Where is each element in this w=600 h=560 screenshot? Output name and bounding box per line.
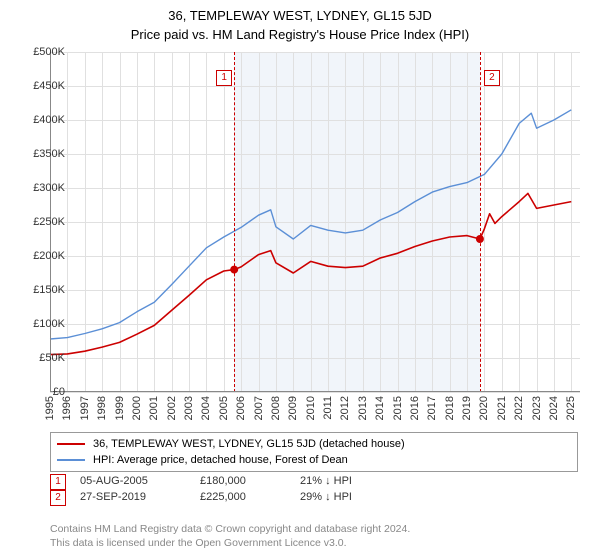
event-price: £180,000 bbox=[200, 475, 300, 487]
x-tick-label: 2016 bbox=[409, 396, 421, 420]
x-tick-label: 2002 bbox=[166, 396, 178, 420]
marker-line-1 bbox=[234, 52, 235, 392]
x-tick-label: 1997 bbox=[79, 396, 91, 420]
y-tick-label: £0 bbox=[20, 386, 65, 398]
x-tick-label: 2025 bbox=[565, 396, 577, 420]
marker-line-2 bbox=[480, 52, 481, 392]
event-date: 27-SEP-2019 bbox=[80, 491, 200, 503]
y-tick-label: £300K bbox=[20, 182, 65, 194]
y-tick-label: £150K bbox=[20, 284, 65, 296]
x-tick-label: 2000 bbox=[131, 396, 143, 420]
event-row: 2 27-SEP-2019£225,00029% ↓ HPI bbox=[50, 490, 352, 506]
x-tick-label: 2022 bbox=[513, 396, 525, 420]
event-price: £225,000 bbox=[200, 491, 300, 503]
x-tick-label: 1996 bbox=[61, 396, 73, 420]
x-tick-label: 2018 bbox=[444, 396, 456, 420]
footer-line2: This data is licensed under the Open Gov… bbox=[50, 536, 410, 550]
legend-item: 36, TEMPLEWAY WEST, LYDNEY, GL15 5JD (de… bbox=[57, 436, 571, 452]
y-tick-label: £400K bbox=[20, 114, 65, 126]
event-date: 05-AUG-2005 bbox=[80, 475, 200, 487]
series-line-hpi bbox=[50, 110, 571, 339]
x-tick-label: 2003 bbox=[183, 396, 195, 420]
x-tick-label: 2007 bbox=[253, 396, 265, 420]
event-row: 1 05-AUG-2005£180,00021% ↓ HPI bbox=[50, 474, 352, 490]
x-tick-label: 2010 bbox=[305, 396, 317, 420]
chart-svg bbox=[50, 52, 580, 392]
x-tick-label: 2021 bbox=[496, 396, 508, 420]
x-tick-label: 2014 bbox=[374, 396, 386, 420]
series-line-property bbox=[50, 193, 571, 354]
x-tick-label: 2008 bbox=[270, 396, 282, 420]
x-tick-label: 2004 bbox=[200, 396, 212, 420]
x-tick-label: 1995 bbox=[44, 396, 56, 420]
x-tick-label: 2020 bbox=[478, 396, 490, 420]
event-marker: 2 bbox=[50, 490, 66, 506]
y-tick-label: £350K bbox=[20, 148, 65, 160]
x-tick-label: 2019 bbox=[461, 396, 473, 420]
y-tick-label: £100K bbox=[20, 318, 65, 330]
x-tick-label: 2001 bbox=[148, 396, 160, 420]
chart-title: 36, TEMPLEWAY WEST, LYDNEY, GL15 5JD bbox=[0, 0, 600, 23]
x-tick-label: 2012 bbox=[339, 396, 351, 420]
x-tick-label: 2013 bbox=[357, 396, 369, 420]
legend-swatch bbox=[57, 459, 85, 461]
x-tick-label: 2006 bbox=[235, 396, 247, 420]
x-axis-line bbox=[50, 391, 580, 392]
x-tick-label: 1998 bbox=[96, 396, 108, 420]
x-tick-label: 2009 bbox=[287, 396, 299, 420]
x-tick-label: 2015 bbox=[392, 396, 404, 420]
y-tick-label: £50K bbox=[20, 352, 65, 364]
footer-attribution: Contains HM Land Registry data © Crown c… bbox=[50, 522, 410, 550]
legend-box: 36, TEMPLEWAY WEST, LYDNEY, GL15 5JD (de… bbox=[50, 432, 578, 472]
legend-label: HPI: Average price, detached house, Fore… bbox=[93, 452, 348, 468]
x-tick-label: 2023 bbox=[531, 396, 543, 420]
chart-subtitle: Price paid vs. HM Land Registry's House … bbox=[0, 23, 600, 48]
legend-item: HPI: Average price, detached house, Fore… bbox=[57, 452, 571, 468]
x-tick-label: 2024 bbox=[548, 396, 560, 420]
footer-line1: Contains HM Land Registry data © Crown c… bbox=[50, 522, 410, 536]
x-tick-label: 1999 bbox=[114, 396, 126, 420]
marker-label-1: 1 bbox=[216, 70, 232, 86]
marker-label-2: 2 bbox=[484, 70, 500, 86]
x-tick-label: 2017 bbox=[426, 396, 438, 420]
chart-plot-area: 12 bbox=[50, 52, 580, 392]
x-tick-label: 2005 bbox=[218, 396, 230, 420]
y-tick-label: £450K bbox=[20, 80, 65, 92]
event-delta: 21% ↓ HPI bbox=[300, 475, 352, 487]
events-table: 1 05-AUG-2005£180,00021% ↓ HPI 2 27-SEP-201… bbox=[50, 474, 352, 506]
event-delta: 29% ↓ HPI bbox=[300, 491, 352, 503]
legend-label: 36, TEMPLEWAY WEST, LYDNEY, GL15 5JD (de… bbox=[93, 436, 405, 452]
event-marker: 1 bbox=[50, 474, 66, 490]
legend-swatch bbox=[57, 443, 85, 445]
x-tick-label: 2011 bbox=[322, 396, 334, 420]
y-tick-label: £250K bbox=[20, 216, 65, 228]
y-tick-label: £500K bbox=[20, 46, 65, 58]
y-tick-label: £200K bbox=[20, 250, 65, 262]
